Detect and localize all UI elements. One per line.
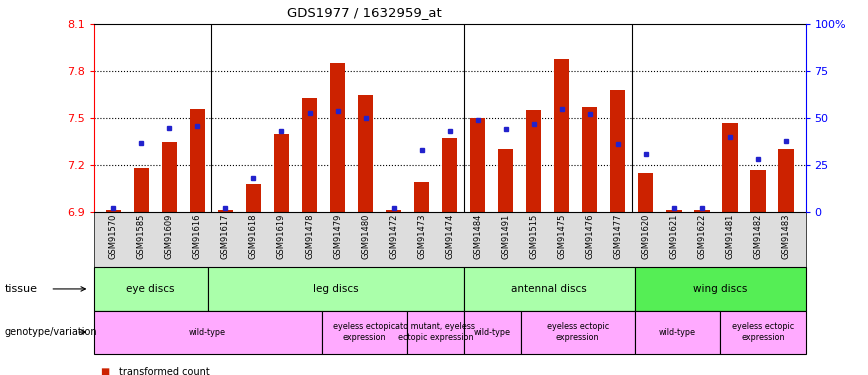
Text: wild-type: wild-type	[474, 328, 511, 337]
Text: eyeless ectopic
expression: eyeless ectopic expression	[547, 322, 608, 342]
Bar	[582, 107, 597, 212]
Bar	[161, 142, 177, 212]
Text: eyeless ectopic
expression: eyeless ectopic expression	[333, 322, 395, 342]
Bar	[302, 98, 317, 212]
Text: wing discs: wing discs	[693, 284, 747, 294]
Bar	[190, 109, 205, 212]
Bar	[134, 168, 149, 212]
Bar	[218, 210, 233, 212]
Text: wild-type: wild-type	[189, 328, 227, 337]
Bar	[638, 173, 654, 212]
Bar	[386, 210, 401, 212]
Text: ■: ■	[100, 367, 109, 375]
Bar	[358, 94, 373, 212]
Bar	[526, 110, 542, 212]
Bar	[273, 134, 289, 212]
Text: genotype/variation: genotype/variation	[4, 327, 97, 337]
Text: GDS1977 / 1632959_at: GDS1977 / 1632959_at	[287, 6, 442, 19]
Text: eyeless ectopic
expression: eyeless ectopic expression	[732, 322, 794, 342]
Bar	[498, 149, 513, 212]
Bar	[610, 90, 626, 212]
Bar	[554, 59, 569, 212]
Text: eye discs: eye discs	[127, 284, 175, 294]
Text: leg discs: leg discs	[313, 284, 358, 294]
Bar	[750, 170, 766, 212]
Bar	[330, 63, 345, 212]
Text: antennal discs: antennal discs	[511, 284, 587, 294]
Bar	[694, 210, 709, 212]
Text: ato mutant, eyeless
ectopic expression: ato mutant, eyeless ectopic expression	[396, 322, 476, 342]
Text: tissue: tissue	[4, 284, 37, 294]
Bar	[414, 182, 430, 212]
Text: wild-type: wild-type	[659, 328, 696, 337]
Bar	[722, 123, 738, 212]
Text: transformed count: transformed count	[119, 367, 210, 375]
Bar	[666, 210, 681, 212]
Bar	[246, 184, 261, 212]
Bar	[470, 118, 485, 212]
Bar	[779, 149, 793, 212]
Bar	[442, 138, 457, 212]
Bar	[106, 210, 121, 212]
